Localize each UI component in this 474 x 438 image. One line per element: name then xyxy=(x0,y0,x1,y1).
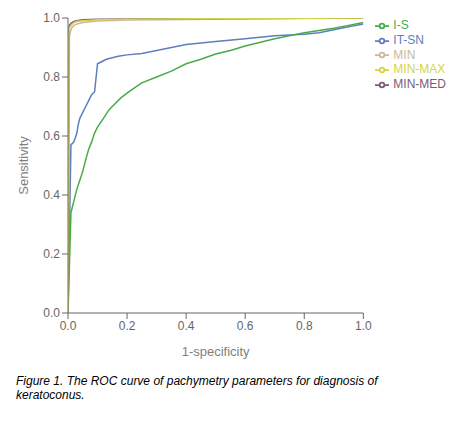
svg-text:0.2: 0.2 xyxy=(43,247,60,261)
svg-text:0.8: 0.8 xyxy=(296,319,313,333)
svg-text:0.8: 0.8 xyxy=(43,70,60,84)
svg-text:0.2: 0.2 xyxy=(119,319,136,333)
html-text:MIN: MIN xyxy=(393,47,416,62)
svg-text:0.4: 0.4 xyxy=(178,319,195,333)
svg-text:0.4: 0.4 xyxy=(43,188,60,202)
svg-text:0.0: 0.0 xyxy=(60,319,77,333)
svg-text:0.0: 0.0 xyxy=(43,306,60,320)
html-text:MIN-MED: MIN-MED xyxy=(393,77,446,92)
svg-text:Sensitivity: Sensitivity xyxy=(16,136,31,195)
svg-text:1.0: 1.0 xyxy=(43,11,60,25)
html-text:I-S: I-S xyxy=(393,18,409,32)
svg-text:1.0: 1.0 xyxy=(355,319,372,333)
html-text:IT-SN: IT-SN xyxy=(393,32,424,47)
svg-text:0.6: 0.6 xyxy=(237,319,254,333)
html-text:Figure 1. The ROC curve of pac: Figure 1. The ROC curve of pachymetry pa… xyxy=(16,374,378,402)
html-text:MIN-MAX: MIN-MAX xyxy=(393,62,446,77)
svg-text:0.6: 0.6 xyxy=(43,129,60,143)
svg-text:1-specificity: 1-specificity xyxy=(182,344,250,359)
